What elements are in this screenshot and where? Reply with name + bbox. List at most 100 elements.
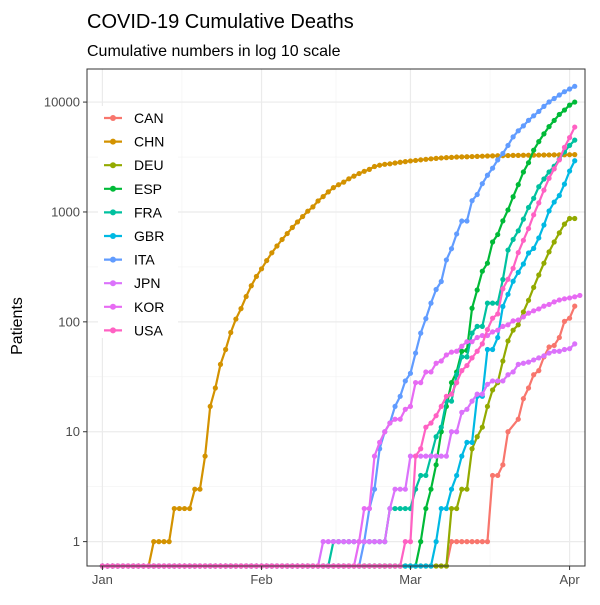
- data-point: [561, 89, 568, 95]
- data-point: [500, 462, 506, 468]
- data-point: [541, 131, 547, 137]
- data-point: [520, 152, 526, 158]
- series-layer: [99, 83, 583, 569]
- data-point: [228, 329, 234, 336]
- data-point: [489, 300, 496, 306]
- data-point: [510, 327, 516, 333]
- legend-key-point: [110, 115, 116, 121]
- data-point: [459, 354, 465, 360]
- data-point: [279, 236, 285, 243]
- data-point: [525, 160, 532, 166]
- data-point: [536, 139, 542, 145]
- data-point: [371, 453, 378, 459]
- data-point: [495, 327, 501, 333]
- data-point: [520, 169, 526, 175]
- data-point: [551, 342, 557, 349]
- data-point: [567, 134, 573, 141]
- data-point: [418, 472, 424, 479]
- data-point: [567, 215, 573, 222]
- data-point: [551, 199, 557, 205]
- data-point: [536, 306, 542, 312]
- data-point: [495, 334, 501, 341]
- data-point: [510, 369, 516, 375]
- data-point: [382, 429, 388, 435]
- x-tick-label: Jan: [92, 572, 113, 587]
- data-point: [551, 166, 557, 172]
- data-point: [402, 406, 408, 412]
- data-point: [531, 308, 537, 314]
- data-point: [300, 213, 306, 220]
- data-point: [551, 117, 557, 124]
- data-point: [341, 179, 347, 185]
- data-point: [567, 152, 573, 158]
- legend-label: CHN: [134, 134, 164, 150]
- x-tick-label: Apr: [559, 572, 580, 587]
- data-point: [531, 147, 537, 153]
- data-point: [515, 228, 521, 234]
- data-point: [505, 429, 511, 435]
- x-tick-label: Mar: [399, 572, 422, 587]
- data-point: [505, 276, 511, 282]
- data-point: [443, 352, 449, 358]
- data-point: [546, 99, 552, 105]
- data-point: [438, 358, 444, 364]
- data-point: [551, 348, 557, 354]
- data-point: [335, 539, 342, 545]
- data-point: [510, 265, 516, 271]
- legend-item-deu: DEU: [104, 157, 164, 173]
- legend-key-point: [110, 303, 116, 310]
- data-point: [556, 348, 562, 354]
- data-point: [520, 396, 526, 402]
- data-point: [474, 191, 480, 198]
- data-point: [402, 505, 408, 512]
- data-point: [474, 323, 480, 329]
- data-point: [505, 291, 511, 297]
- data-point: [546, 175, 552, 181]
- data-point: [418, 330, 424, 336]
- data-point: [495, 472, 501, 479]
- data-point: [238, 306, 244, 312]
- data-point: [525, 359, 532, 365]
- data-point: [397, 486, 403, 492]
- data-point: [459, 154, 465, 160]
- data-point: [546, 208, 552, 214]
- data-point: [556, 230, 562, 236]
- data-point: [454, 154, 460, 160]
- data-point: [197, 486, 203, 492]
- legend-key-point: [110, 327, 116, 334]
- data-point: [572, 341, 578, 347]
- data-point: [397, 505, 403, 512]
- data-point: [464, 362, 470, 369]
- data-point: [515, 322, 521, 328]
- data-point: [459, 453, 465, 459]
- legend-label: ESP: [134, 181, 162, 197]
- data-point: [531, 372, 537, 378]
- data-point: [474, 539, 480, 545]
- data-point: [479, 424, 485, 430]
- data-point: [428, 420, 434, 426]
- data-point: [433, 462, 439, 468]
- data-point: [505, 207, 511, 213]
- series-line: [102, 294, 581, 568]
- data-point: [346, 539, 352, 545]
- data-point: [315, 198, 321, 204]
- data-point: [505, 152, 511, 159]
- data-point: [536, 355, 542, 361]
- data-point: [469, 305, 475, 311]
- data-point: [320, 193, 326, 200]
- data-point: [536, 152, 542, 158]
- data-point: [459, 368, 465, 374]
- data-point: [402, 486, 408, 492]
- data-point: [484, 327, 491, 333]
- data-point: [464, 486, 470, 492]
- data-point: [500, 150, 506, 157]
- data-point: [448, 505, 455, 512]
- data-point: [510, 194, 516, 200]
- data-point: [515, 317, 521, 323]
- data-point: [525, 250, 532, 256]
- legend-item-jpn: JPN: [104, 275, 160, 291]
- chart-title: COVID-19 Cumulative Deaths: [87, 11, 354, 33]
- data-point: [412, 453, 419, 459]
- legend-key-point: [110, 280, 116, 287]
